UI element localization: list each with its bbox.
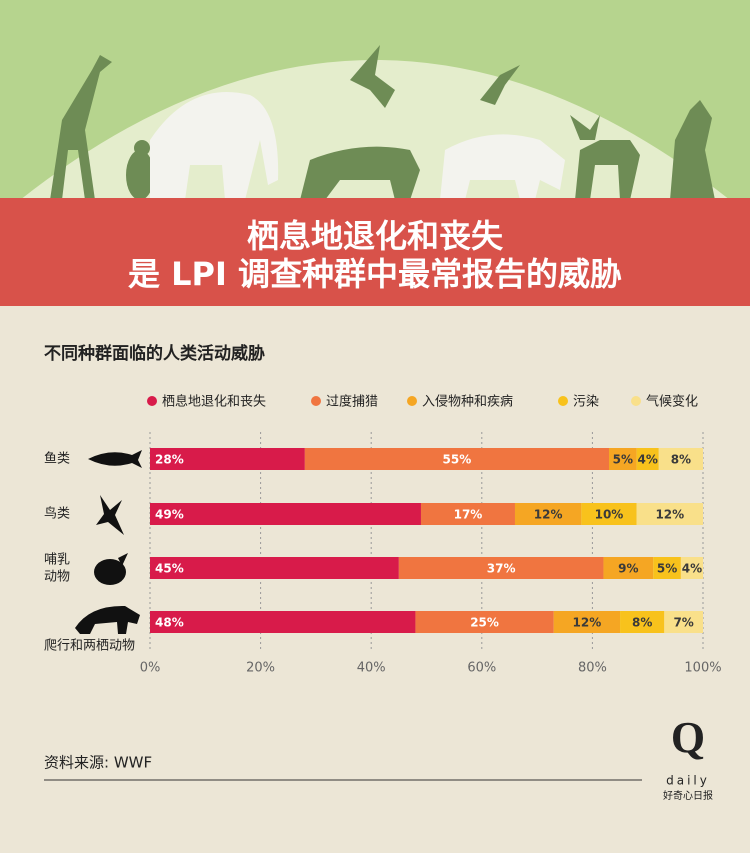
y-tick-label: 哺乳动物 <box>44 552 70 584</box>
bar-segment <box>664 611 703 633</box>
value-label: 45% <box>155 562 184 576</box>
value-label: 7% <box>673 616 693 630</box>
x-tick-label: 80% <box>578 661 607 676</box>
category-icons <box>75 450 142 634</box>
bar-segment <box>415 611 554 633</box>
value-label: 8% <box>632 616 652 630</box>
legend-swatch <box>407 396 417 406</box>
x-tick-label: 60% <box>467 661 496 676</box>
value-label: 8% <box>671 453 691 467</box>
legend-label: 栖息地退化和丧失 <box>162 394 266 410</box>
bar-segment <box>553 611 621 633</box>
title-line: 栖息地退化和丧失 <box>247 217 504 255</box>
value-label: 4% <box>638 453 658 467</box>
logo-mark: Q <box>671 713 705 762</box>
value-label: 48% <box>155 616 184 630</box>
value-label: 17% <box>454 508 483 522</box>
bar-segment <box>636 503 703 525</box>
title-line: 是 LPI 调查种群中最常报告的威胁 <box>128 255 622 293</box>
value-label: 49% <box>155 508 184 522</box>
value-label: 5% <box>657 562 677 576</box>
bar-segment <box>304 448 609 470</box>
title-band <box>0 198 750 306</box>
animal-silhouettes <box>50 45 715 200</box>
value-label: 5% <box>613 453 633 467</box>
value-label: 12% <box>655 508 684 522</box>
bar-segment <box>150 557 399 579</box>
bar-segment <box>150 611 416 633</box>
value-label: 28% <box>155 453 184 467</box>
logo-name: 好奇心日报 <box>663 789 713 802</box>
animal-silhouettes-light <box>150 92 565 200</box>
legend-swatch <box>311 396 321 406</box>
bar-segment <box>658 448 703 470</box>
value-label: 10% <box>595 508 624 522</box>
source: 资料来源: WWF <box>44 754 152 772</box>
bar-segment <box>620 611 665 633</box>
value-label: 37% <box>487 562 516 576</box>
y-tick-label: 鸟类 <box>44 506 70 522</box>
x-tick-label: 100% <box>684 661 721 676</box>
y-tick-label: 爬行和两栖动物 <box>44 639 135 654</box>
value-label: 12% <box>573 616 602 630</box>
y-tick-label: 鱼类 <box>44 451 70 467</box>
legend-label: 污染 <box>573 395 599 410</box>
bar-segment <box>514 503 582 525</box>
logo-word: daily <box>666 774 710 788</box>
bar-segment <box>680 557 703 579</box>
bar-segment <box>581 503 637 525</box>
bar-segment <box>603 557 654 579</box>
bar-segment <box>150 503 421 525</box>
bar-segment <box>608 448 637 470</box>
value-label: 4% <box>682 562 702 576</box>
value-label: 9% <box>618 562 638 576</box>
x-tick-label: 0% <box>140 661 161 676</box>
bar-segment <box>150 448 305 470</box>
value-label: 12% <box>534 508 563 522</box>
legend-label: 过度捕猎 <box>326 394 378 410</box>
legend-swatch <box>631 396 641 406</box>
legend-swatch <box>147 396 157 406</box>
x-tick-label: 40% <box>357 661 386 676</box>
value-label: 25% <box>470 616 499 630</box>
x-tick-label: 20% <box>246 661 275 676</box>
bar-segment <box>398 557 604 579</box>
legend-label: 入侵物种和疾病 <box>422 394 513 410</box>
bar-segment <box>420 503 515 525</box>
value-label: 55% <box>443 453 472 467</box>
legend-swatch <box>558 396 568 406</box>
bar-segment <box>653 557 681 579</box>
legend-label: 气候变化 <box>646 394 698 410</box>
bar-segment <box>636 448 659 470</box>
subtitle: 不同种群面临的人类活动威胁 <box>44 343 265 364</box>
